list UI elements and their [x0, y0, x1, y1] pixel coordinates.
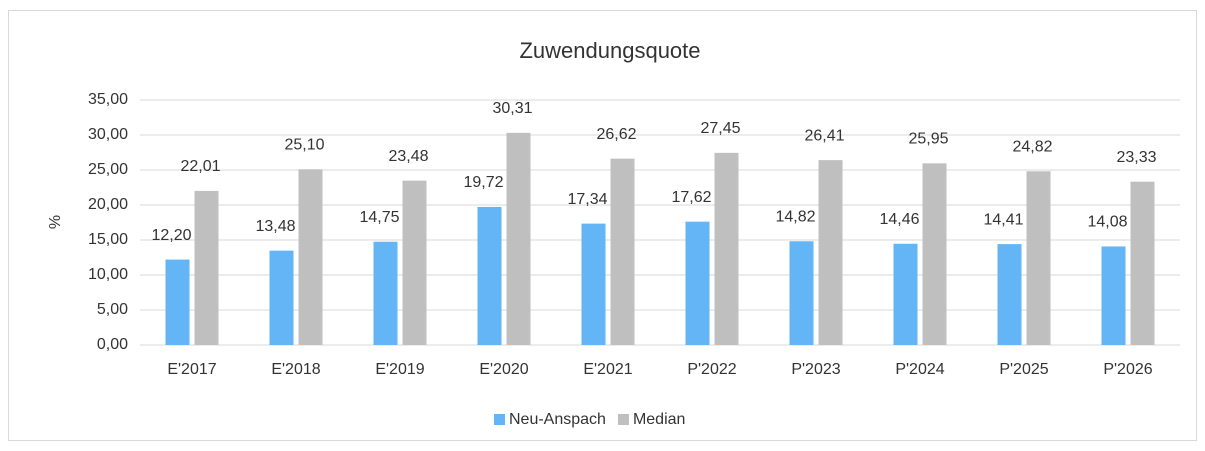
bar — [506, 132, 531, 345]
bar — [1130, 181, 1155, 345]
bar — [893, 243, 918, 345]
value-label: 30,31 — [492, 100, 532, 117]
value-label: 25,95 — [908, 131, 948, 148]
y-axis-label: % — [47, 215, 64, 229]
bar — [373, 241, 398, 345]
value-label: 24,82 — [1012, 138, 1052, 155]
value-label: 23,33 — [1116, 149, 1156, 166]
y-tick-label: 30,00 — [88, 126, 128, 143]
bar — [818, 160, 843, 345]
value-label: 23,48 — [388, 148, 428, 165]
value-label: 13,48 — [255, 218, 295, 235]
value-label: 26,41 — [804, 127, 844, 144]
bar — [402, 180, 427, 345]
bar — [789, 241, 814, 345]
y-tick-label: 35,00 — [88, 91, 128, 108]
value-label: 27,45 — [700, 120, 740, 137]
value-label: 14,46 — [879, 211, 919, 228]
bar — [685, 221, 710, 345]
bar — [477, 206, 502, 345]
legend-label: Neu-Anspach — [509, 411, 606, 428]
value-label: 26,62 — [596, 126, 636, 143]
bar — [714, 152, 739, 345]
value-label: 14,82 — [775, 208, 815, 225]
legend-label: Median — [633, 411, 685, 428]
bar — [922, 163, 947, 345]
value-label: 14,41 — [983, 211, 1023, 228]
bar — [298, 169, 323, 345]
chart-title: Zuwendungsquote — [519, 38, 700, 63]
y-tick-label: 20,00 — [88, 196, 128, 213]
value-label: 12,20 — [151, 227, 191, 244]
legend-swatch — [494, 414, 505, 425]
x-tick-label: E'2017 — [167, 361, 216, 378]
x-tick-label: P'2026 — [1103, 361, 1152, 378]
x-tick-label: E'2018 — [271, 361, 320, 378]
x-tick-label: E'2021 — [583, 361, 632, 378]
legend-swatch — [617, 414, 629, 425]
value-label: 17,34 — [567, 191, 607, 208]
bar — [997, 244, 1022, 345]
bar — [165, 259, 190, 345]
y-tick-label: 25,00 — [88, 161, 128, 178]
x-tick-label: P'2023 — [791, 361, 840, 378]
x-tick-label: P'2024 — [895, 361, 944, 378]
value-label: 19,72 — [463, 174, 503, 191]
value-label: 25,10 — [284, 137, 324, 154]
value-label: 14,08 — [1087, 214, 1127, 231]
value-label: 14,75 — [359, 209, 399, 226]
x-tick-label: P'2025 — [999, 361, 1048, 378]
bar — [194, 190, 219, 345]
y-tick-label: 10,00 — [88, 266, 128, 283]
bar — [269, 250, 294, 345]
bar — [610, 158, 635, 345]
bar — [581, 223, 606, 345]
y-tick-label: 15,00 — [88, 231, 128, 248]
value-label: 17,62 — [671, 189, 711, 206]
bar — [1026, 171, 1051, 345]
y-tick-label: 5,00 — [97, 301, 128, 318]
x-tick-label: E'2019 — [375, 361, 424, 378]
x-tick-label: P'2022 — [687, 361, 736, 378]
bar — [1101, 246, 1126, 345]
x-tick-label: E'2020 — [479, 361, 528, 378]
y-tick-label: 0,00 — [97, 336, 128, 353]
value-label: 22,01 — [180, 158, 220, 175]
